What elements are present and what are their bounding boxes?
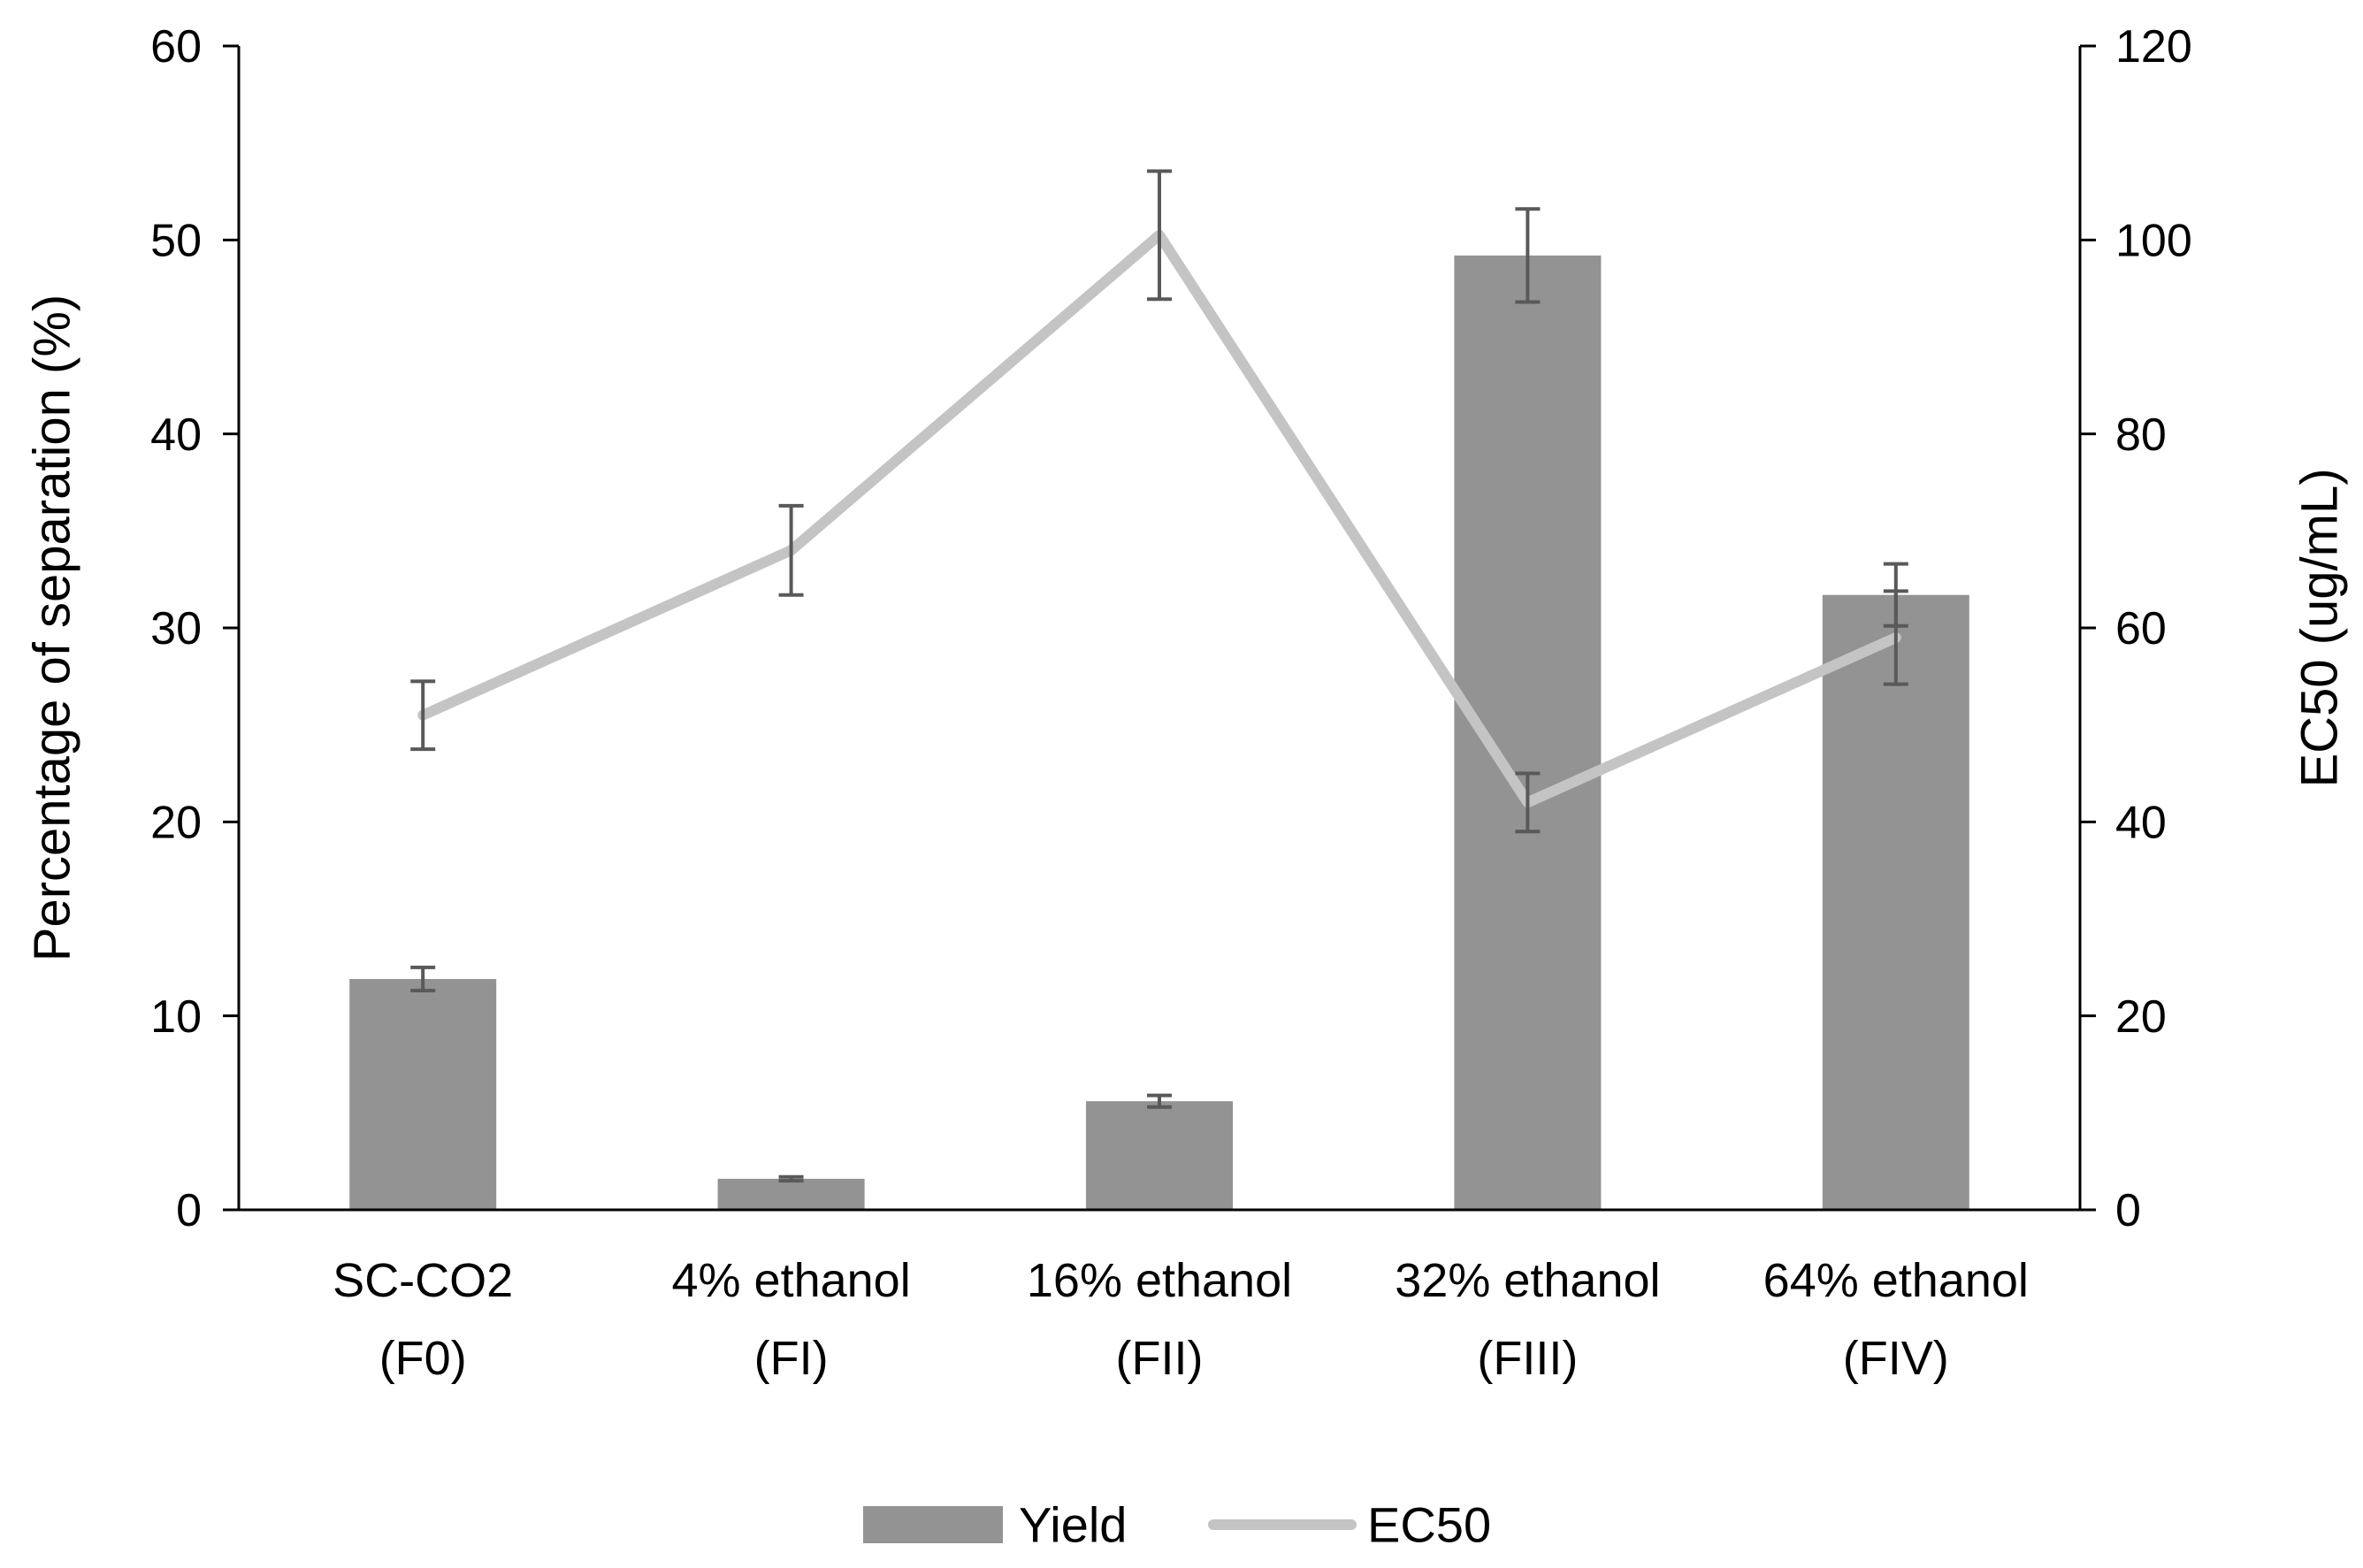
bar-yield-4 bbox=[1822, 594, 1969, 1210]
y-right-tick-label-3: 60 bbox=[2115, 603, 2167, 654]
x-category-label-0-line-1: (F0) bbox=[379, 1332, 467, 1385]
x-category-label-2-line-1: (FII) bbox=[1116, 1332, 1204, 1385]
line-series-group bbox=[417, 229, 1901, 808]
x-category-label-2: 16% ethanol (FII) bbox=[1027, 1254, 1292, 1385]
y-left-tick-label-5: 50 bbox=[150, 216, 202, 267]
y-right-axis-title: EC50 (ug/mL) bbox=[2290, 468, 2348, 787]
legend-label-yield: Yield bbox=[1019, 1497, 1127, 1553]
errorbar-yield-1 bbox=[778, 1174, 804, 1183]
y-right-tick-label-0: 0 bbox=[2115, 1185, 2141, 1236]
x-category-label-3-line-1: (FIII) bbox=[1477, 1332, 1578, 1385]
errorbar-ec50-1 bbox=[778, 503, 804, 597]
bar-errorbars-group bbox=[410, 207, 1908, 1183]
category-labels-group: SC-CO2 (F0) 4% ethanol (FI) 16% ethanol (FII)… bbox=[333, 1254, 2029, 1385]
legend-swatch-yield bbox=[863, 1506, 1003, 1543]
y-left-tick-label-6: 60 bbox=[150, 21, 202, 73]
bar-yield-2 bbox=[1086, 1101, 1233, 1210]
x-category-label-0: SC-CO2 (F0) bbox=[333, 1254, 513, 1385]
bar-series-group bbox=[349, 255, 1969, 1210]
x-category-label-1-line-0: 4% ethanol bbox=[671, 1254, 910, 1307]
y-right-tick-label-6: 120 bbox=[2115, 21, 2192, 73]
y-left-tick-label-1: 10 bbox=[150, 991, 202, 1043]
bar-yield-1 bbox=[717, 1178, 865, 1210]
x-category-label-4-line-0: 64% ethanol bbox=[1763, 1254, 2029, 1307]
x-category-label-2-line-0: 16% ethanol bbox=[1027, 1254, 1292, 1307]
legend-label-ec50: EC50 bbox=[1367, 1497, 1491, 1553]
y-left-tick-label-4: 40 bbox=[150, 409, 202, 461]
bar-yield-0 bbox=[349, 978, 497, 1210]
tick-labels-group: 0 10 20 30 40 50 60 0 20 40 60 80 100 120 bbox=[150, 21, 2192, 1236]
y-right-tick-label-4: 80 bbox=[2115, 409, 2167, 461]
axes-group bbox=[223, 44, 2096, 1212]
y-left-tick-label-2: 20 bbox=[150, 798, 202, 849]
y-left-tick-label-0: 0 bbox=[176, 1185, 202, 1236]
y-right-tick-label-2: 40 bbox=[2115, 798, 2167, 849]
errorbar-yield-0 bbox=[410, 965, 436, 993]
y-right-tick-label-1: 20 bbox=[2115, 991, 2167, 1043]
legend: Yield EC50 bbox=[863, 1497, 1491, 1553]
errorbar-ec50-4 bbox=[1883, 589, 1908, 686]
line-errorbars-group bbox=[410, 169, 1908, 834]
x-category-label-1: 4% ethanol (FI) bbox=[671, 1254, 910, 1385]
errorbar-ec50-0 bbox=[410, 679, 436, 752]
x-category-label-4-line-1: (FIV) bbox=[1843, 1332, 1949, 1385]
errorbar-ec50-2 bbox=[1147, 169, 1172, 302]
y-right-tick-label-5: 100 bbox=[2115, 216, 2192, 267]
y-left-axis-title: Percentage of separation (%) bbox=[23, 294, 80, 961]
x-category-label-0-line-0: SC-CO2 bbox=[333, 1254, 513, 1307]
x-category-label-3: 32% ethanol (FIII) bbox=[1395, 1254, 1660, 1385]
errorbar-ec50-3 bbox=[1515, 771, 1541, 834]
errorbar-yield-2 bbox=[1147, 1093, 1172, 1109]
x-category-label-4: 64% ethanol (FIV) bbox=[1763, 1254, 2029, 1385]
errorbar-yield-3 bbox=[1515, 207, 1541, 304]
x-category-label-3-line-0: 32% ethanol bbox=[1395, 1254, 1660, 1307]
y-left-tick-label-3: 30 bbox=[150, 603, 202, 654]
line-ec50 bbox=[417, 229, 1901, 808]
x-category-label-1-line-1: (FI) bbox=[754, 1332, 829, 1385]
